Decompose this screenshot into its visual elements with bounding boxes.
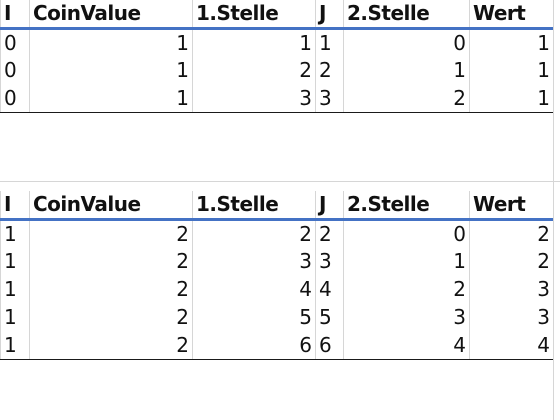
cell[interactable]: 1 bbox=[192, 28, 316, 56]
cell[interactable]: 1 bbox=[29, 28, 193, 56]
cell[interactable]: 2 bbox=[29, 275, 193, 303]
header-cell-stelle2[interactable]: 2.Stelle bbox=[343, 191, 470, 221]
cell[interactable]: 1 bbox=[469, 28, 554, 56]
cell[interactable]: 1 bbox=[0, 219, 30, 247]
header-cell-stelle1[interactable]: 1.Stelle bbox=[192, 191, 316, 221]
coin-table-2: I CoinValue 1.Stelle J 2.Stelle Wert 1 2… bbox=[0, 191, 554, 360]
cell[interactable]: 1 bbox=[343, 56, 470, 84]
header-cell-j[interactable]: J bbox=[315, 191, 344, 221]
cell[interactable]: 2 bbox=[343, 275, 470, 303]
cell[interactable]: 6 bbox=[315, 331, 344, 360]
cell[interactable]: 2 bbox=[315, 219, 344, 247]
header-cell-stelle2[interactable]: 2.Stelle bbox=[343, 0, 470, 30]
cell[interactable]: 6 bbox=[192, 331, 316, 360]
cell[interactable]: 1 bbox=[0, 303, 30, 331]
header-cell-stelle1[interactable]: 1.Stelle bbox=[192, 0, 316, 30]
cell[interactable]: 2 bbox=[29, 331, 193, 360]
header-cell-wert[interactable]: Wert bbox=[469, 0, 554, 30]
table-row: 1 2 5 5 3 3 bbox=[0, 303, 554, 331]
cell[interactable]: 3 bbox=[469, 275, 554, 303]
cell[interactable]: 4 bbox=[343, 331, 470, 360]
cell[interactable]: 1 bbox=[469, 84, 554, 113]
cell[interactable]: 1 bbox=[29, 84, 193, 113]
table-header-row: I CoinValue 1.Stelle J 2.Stelle Wert bbox=[0, 0, 554, 30]
cell[interactable]: 0 bbox=[343, 219, 470, 247]
table-row: 1 2 6 6 4 4 bbox=[0, 331, 554, 360]
cell[interactable]: 1 bbox=[0, 247, 30, 275]
cell[interactable]: 4 bbox=[192, 275, 316, 303]
cell[interactable]: 5 bbox=[192, 303, 316, 331]
table-row: 0 1 1 1 0 1 bbox=[0, 28, 554, 56]
gridline bbox=[553, 0, 554, 420]
table-row: 0 1 3 3 2 1 bbox=[0, 84, 554, 113]
cell[interactable]: 3 bbox=[315, 84, 344, 113]
cell[interactable]: 4 bbox=[469, 331, 554, 360]
table-header-row: I CoinValue 1.Stelle J 2.Stelle Wert bbox=[0, 191, 554, 221]
cell[interactable]: 0 bbox=[0, 28, 30, 56]
cell[interactable]: 1 bbox=[469, 56, 554, 84]
cell[interactable]: 3 bbox=[192, 247, 316, 275]
cell[interactable]: 3 bbox=[192, 84, 316, 113]
cell[interactable]: 1 bbox=[0, 275, 30, 303]
table-row: 1 2 2 2 0 2 bbox=[0, 219, 554, 247]
cell[interactable]: 2 bbox=[315, 56, 344, 84]
cell[interactable]: 2 bbox=[29, 303, 193, 331]
cell[interactable]: 4 bbox=[315, 275, 344, 303]
cell[interactable]: 2 bbox=[469, 219, 554, 247]
header-cell-j[interactable]: J bbox=[315, 0, 344, 30]
cell[interactable]: 3 bbox=[469, 303, 554, 331]
cell[interactable]: 1 bbox=[0, 331, 30, 360]
table-row: 1 2 3 3 1 2 bbox=[0, 247, 554, 275]
cell[interactable]: 2 bbox=[29, 247, 193, 275]
cell[interactable]: 3 bbox=[343, 303, 470, 331]
cell[interactable]: 5 bbox=[315, 303, 344, 331]
cell[interactable]: 2 bbox=[29, 219, 193, 247]
table-row: 1 2 4 4 2 3 bbox=[0, 275, 554, 303]
cell[interactable]: 1 bbox=[315, 28, 344, 56]
cell[interactable]: 0 bbox=[343, 28, 470, 56]
cell[interactable]: 2 bbox=[469, 247, 554, 275]
cell[interactable]: 1 bbox=[29, 56, 193, 84]
header-cell-coinvalue[interactable]: CoinValue bbox=[29, 191, 193, 221]
cell[interactable]: 2 bbox=[192, 56, 316, 84]
cell[interactable]: 3 bbox=[315, 247, 344, 275]
header-cell-i[interactable]: I bbox=[0, 0, 30, 30]
coin-table-1: I CoinValue 1.Stelle J 2.Stelle Wert 0 1… bbox=[0, 0, 554, 113]
table-row: 0 1 2 2 1 1 bbox=[0, 56, 554, 84]
cell[interactable]: 0 bbox=[0, 84, 30, 113]
gridline bbox=[0, 181, 560, 182]
header-cell-wert[interactable]: Wert bbox=[469, 191, 554, 221]
cell[interactable]: 0 bbox=[0, 56, 30, 84]
cell[interactable]: 2 bbox=[192, 219, 316, 247]
header-cell-i[interactable]: I bbox=[0, 191, 30, 221]
cell[interactable]: 1 bbox=[343, 247, 470, 275]
cell[interactable]: 2 bbox=[343, 84, 470, 113]
header-cell-coinvalue[interactable]: CoinValue bbox=[29, 0, 193, 30]
